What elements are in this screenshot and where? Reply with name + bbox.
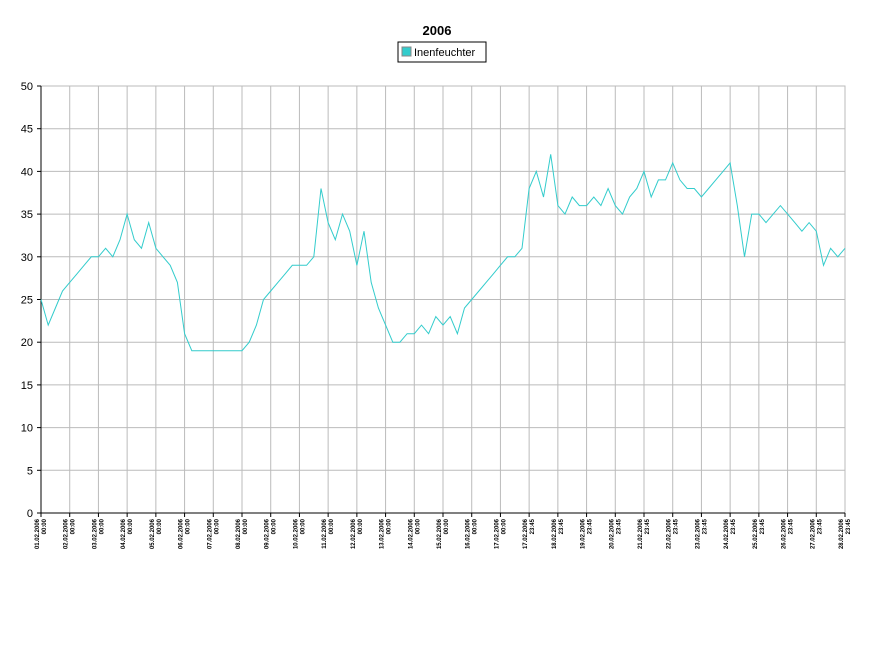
x-tick-label: 00:00 bbox=[358, 518, 364, 534]
x-tick-label: 25.02.2006 bbox=[753, 518, 759, 549]
x-tick-label: 23:45 bbox=[674, 518, 680, 534]
x-tick-label: 09.02.2006 bbox=[265, 518, 271, 549]
series-line bbox=[40, 154, 846, 352]
x-tick-label: 23:45 bbox=[588, 518, 594, 534]
x-tick-label: 02.02.2006 bbox=[64, 518, 70, 549]
x-tick-label: 00:00 bbox=[300, 518, 306, 534]
x-tick-label: 26.02.2006 bbox=[782, 518, 788, 549]
x-tick-label: 10.02.2006 bbox=[293, 518, 299, 549]
x-tick-label: 17.02.2006 bbox=[494, 518, 500, 549]
x-tick-label: 00:00 bbox=[415, 518, 421, 534]
y-tick-label: 15 bbox=[21, 380, 33, 392]
x-tick-label: 00:00 bbox=[71, 518, 77, 534]
x-tick-label: 06.02.2006 bbox=[179, 518, 185, 549]
y-tick-label: 35 bbox=[21, 209, 33, 221]
y-tick-label: 10 bbox=[21, 423, 33, 435]
y-tick-label: 50 bbox=[21, 81, 33, 93]
x-tick-label: 20.02.2006 bbox=[609, 518, 615, 549]
x-tick-label: 00:00 bbox=[128, 518, 134, 534]
y-tick-label: 45 bbox=[21, 124, 33, 136]
x-tick-label: 23:45 bbox=[645, 518, 651, 534]
x-tick-label: 00:00 bbox=[42, 518, 48, 534]
y-tick-label: 25 bbox=[21, 295, 33, 307]
x-tick-label: 05.02.2006 bbox=[150, 518, 156, 549]
x-tick-label: 23:45 bbox=[760, 518, 766, 534]
x-tick-label: 08.02.2006 bbox=[236, 518, 242, 549]
x-tick-label: 03.02.2006 bbox=[92, 518, 98, 549]
x-tick-label: 00:00 bbox=[243, 518, 249, 534]
x-tick-label: 23:45 bbox=[817, 518, 823, 534]
x-tick-label: 23:45 bbox=[846, 518, 852, 534]
x-tick-label: 00:00 bbox=[272, 518, 278, 534]
x-tick-label: 00:00 bbox=[186, 518, 192, 534]
y-tick-label: 30 bbox=[21, 252, 33, 264]
legend-swatch bbox=[401, 46, 412, 57]
y-tick-label: 20 bbox=[21, 337, 33, 349]
x-tick-label: 07.02.2006 bbox=[207, 518, 213, 549]
x-tick-label: 22.02.2006 bbox=[667, 518, 673, 549]
x-tick-label: 00:00 bbox=[329, 518, 335, 534]
x-tick-label: 21.02.2006 bbox=[638, 518, 644, 549]
y-tick-label: 5 bbox=[27, 465, 33, 477]
y-tick-label: 40 bbox=[21, 166, 33, 178]
x-tick-label: 04.02.2006 bbox=[121, 518, 127, 549]
x-tick-label: 27.02.2006 bbox=[810, 518, 816, 549]
x-tick-label: 23:45 bbox=[530, 518, 536, 534]
x-tick-label: 17.02.2006 bbox=[523, 518, 529, 549]
chart-title: 2006 bbox=[423, 23, 452, 38]
x-tick-label: 00:00 bbox=[473, 518, 479, 534]
x-tick-label: 15.02.2006 bbox=[437, 518, 443, 549]
x-tick-label: 00:00 bbox=[214, 518, 220, 534]
x-tick-label: 23:45 bbox=[702, 518, 708, 534]
x-tick-label: 18.02.2006 bbox=[552, 518, 558, 549]
legend-box bbox=[397, 41, 487, 63]
x-tick-label: 00:00 bbox=[99, 518, 105, 534]
x-tick-label: 00:00 bbox=[444, 518, 450, 534]
x-tick-label: 14.02.2006 bbox=[408, 518, 414, 549]
x-tick-label: 00:00 bbox=[387, 518, 393, 534]
x-tick-label: 16.02.2006 bbox=[466, 518, 472, 549]
x-tick-label: 23.02.2006 bbox=[695, 518, 701, 549]
x-tick-label: 23:45 bbox=[789, 518, 795, 534]
y-tick-label: 0 bbox=[27, 508, 33, 520]
x-tick-label: 24.02.2006 bbox=[724, 518, 730, 549]
x-tick-label: 01.02.2006 bbox=[35, 518, 41, 549]
x-tick-label: 23:45 bbox=[559, 518, 565, 534]
legend-label: Inenfeuchter bbox=[414, 47, 475, 59]
x-tick-label: 13.02.2006 bbox=[380, 518, 386, 549]
x-tick-label: 00:00 bbox=[157, 518, 163, 534]
x-tick-label: 23:45 bbox=[616, 518, 622, 534]
x-tick-label: 12.02.2006 bbox=[351, 518, 357, 549]
x-tick-label: 00:00 bbox=[501, 518, 507, 534]
x-tick-label: 19.02.2006 bbox=[581, 518, 587, 549]
x-tick-label: 28.02.2006 bbox=[839, 518, 845, 549]
x-tick-label: 11.02.2006 bbox=[322, 518, 328, 548]
x-tick-label: 23:45 bbox=[731, 518, 737, 534]
